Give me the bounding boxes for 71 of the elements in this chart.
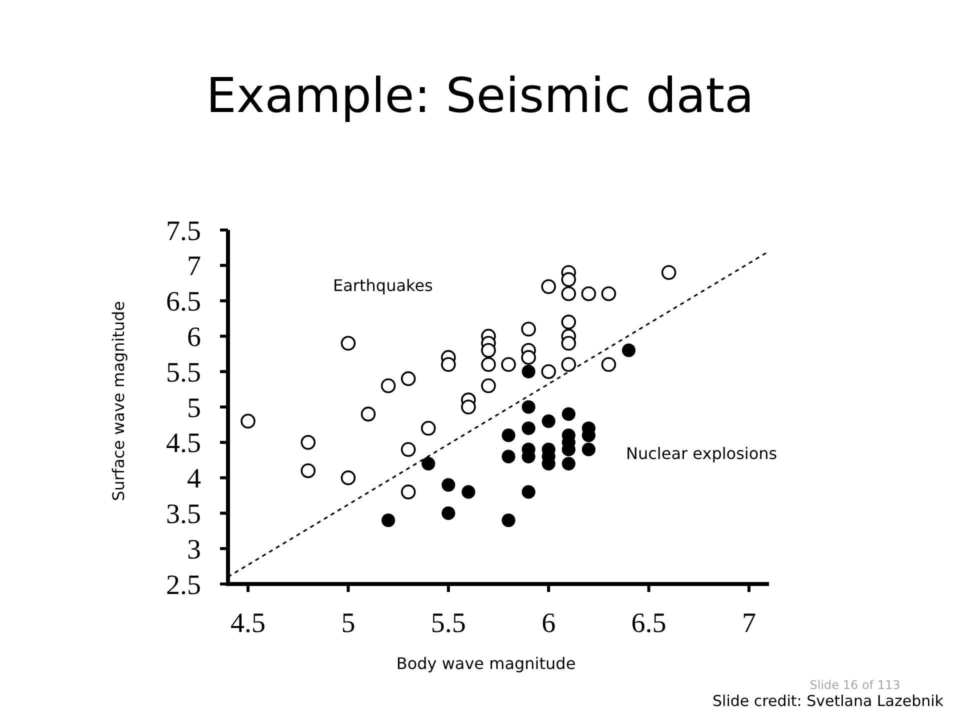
point [300,463,316,478]
point [502,513,516,528]
point [501,357,516,372]
point [601,357,616,372]
point [442,478,456,492]
point [481,342,496,358]
point [522,421,536,436]
point [380,378,396,394]
point [522,364,536,378]
y-tick-label: 7 [187,251,201,282]
y-tick-label: 4.5 [166,428,201,460]
point [561,336,576,351]
point [340,336,356,351]
point [562,407,576,421]
point [541,364,556,379]
point [661,265,676,280]
chart-title: Example: Seismic data [206,68,754,124]
point [542,414,556,428]
point [240,414,256,429]
x-tick-label: 6 [542,608,556,639]
y-tick-label: 3.5 [166,499,201,530]
point [481,357,496,372]
x-tick-label: 5.5 [430,608,466,639]
x-axis-title: Body wave magnitude [396,654,576,673]
point [521,350,536,365]
y-tick-label: 5.5 [166,357,201,388]
x-tick-label: 6.5 [631,608,666,639]
point [622,344,636,358]
point [462,485,476,499]
point [300,435,316,450]
y-tick-label: 5 [187,392,201,424]
x-tick-label: 7 [742,608,756,639]
point [420,420,436,436]
point [561,314,576,330]
point [442,506,456,520]
point [561,286,576,302]
point [481,378,496,394]
y-tick-label: 6 [187,322,201,353]
point [441,357,456,372]
point [502,450,516,464]
point [601,286,616,302]
point [461,400,476,414]
point [522,400,536,414]
x-tick-label: 4.5 [230,608,266,639]
y-tick-label: 2.5 [166,570,201,601]
point [502,428,516,442]
point [582,442,596,456]
text: Slide 16 of 113 [810,678,900,692]
point [400,484,416,500]
y-tick-label: 6.5 [166,286,201,318]
point [521,322,536,337]
point [381,513,396,528]
point [422,456,436,470]
y-tick-label: 7.5 [166,216,201,247]
x-tick-label: 5 [341,608,356,639]
point [360,406,376,422]
point [561,357,576,372]
point [562,456,576,470]
y-tick-label: 3 [187,534,201,566]
y-tick-label: 4 [187,464,201,495]
point [561,272,576,287]
text: Slide credit: Svetlana Lazebnik [712,692,944,710]
y-axis-title: Surface wave magnitude [109,301,128,501]
series-label: Nuclear explosions [626,444,778,463]
point [400,442,416,457]
point [541,279,556,294]
point [522,485,536,499]
point [400,371,416,386]
point [340,470,356,486]
point [581,286,596,302]
text: Earthquakes [333,276,433,295]
